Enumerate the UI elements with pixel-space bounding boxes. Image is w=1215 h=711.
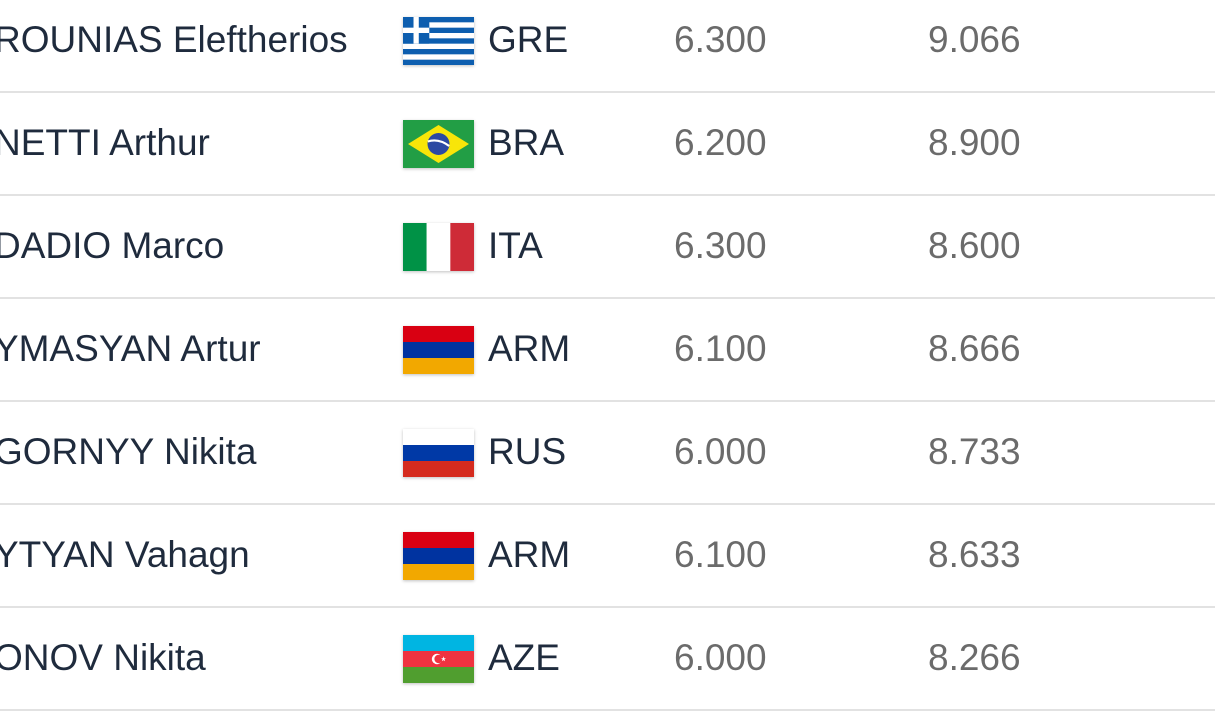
e-score: 8.600 bbox=[928, 225, 1021, 266]
athlete-name[interactable]: GORNYY Nikita bbox=[0, 431, 257, 472]
table-row[interactable]: NETTI Arthur BRA 6.200 8.900 bbox=[0, 93, 1215, 196]
table-row[interactable]: ROUNIAS Eleftherios GRE 6.300 9.066 bbox=[0, 0, 1215, 93]
e-score: 8.666 bbox=[928, 328, 1021, 369]
armenia-flag-icon bbox=[403, 326, 474, 374]
russia-flag-icon bbox=[403, 429, 474, 477]
country-code: ITA bbox=[488, 225, 543, 266]
country-code: RUS bbox=[488, 431, 567, 472]
country-code: AZE bbox=[488, 637, 560, 678]
d-score: 6.300 bbox=[674, 225, 767, 266]
country-code: ARM bbox=[488, 328, 571, 369]
athlete-name[interactable]: DADIO Marco bbox=[0, 225, 225, 266]
athlete-name[interactable]: YTYAN Vahagn bbox=[0, 534, 250, 575]
brazil-flag-icon bbox=[403, 120, 474, 168]
d-score: 6.100 bbox=[674, 534, 767, 575]
athlete-name[interactable]: NETTI Arthur bbox=[0, 122, 210, 163]
country-code: BRA bbox=[488, 122, 565, 163]
table-row[interactable]: GORNYY Nikita RUS 6.000 8.733 bbox=[0, 402, 1215, 505]
e-score: 8.266 bbox=[928, 637, 1021, 678]
azerbaijan-flag-icon bbox=[403, 635, 474, 683]
table-row[interactable]: YMASYAN Artur ARM 6.100 8.666 bbox=[0, 299, 1215, 402]
country-code: ARM bbox=[488, 534, 571, 575]
athlete-name[interactable]: ROUNIAS Eleftherios bbox=[0, 19, 348, 60]
d-score: 6.300 bbox=[674, 19, 767, 60]
armenia-flag-icon bbox=[403, 532, 474, 580]
e-score: 9.066 bbox=[928, 19, 1021, 60]
athlete-name[interactable]: ONOV Nikita bbox=[0, 637, 206, 678]
italy-flag-icon bbox=[403, 223, 474, 271]
table-row[interactable]: ONOV Nikita AZE 6.000 8.266 bbox=[0, 608, 1215, 711]
d-score: 6.100 bbox=[674, 328, 767, 369]
table-row[interactable]: DADIO Marco ITA 6.300 8.600 bbox=[0, 196, 1215, 299]
country-code: GRE bbox=[488, 19, 569, 60]
e-score: 8.733 bbox=[928, 431, 1021, 472]
table-row[interactable]: YTYAN Vahagn ARM 6.100 8.633 bbox=[0, 505, 1215, 608]
athlete-name[interactable]: YMASYAN Artur bbox=[0, 328, 261, 369]
d-score: 6.000 bbox=[674, 637, 767, 678]
d-score: 6.200 bbox=[674, 122, 767, 163]
e-score: 8.900 bbox=[928, 122, 1021, 163]
greece-flag-icon bbox=[403, 17, 474, 65]
d-score: 6.000 bbox=[674, 431, 767, 472]
e-score: 8.633 bbox=[928, 534, 1021, 575]
